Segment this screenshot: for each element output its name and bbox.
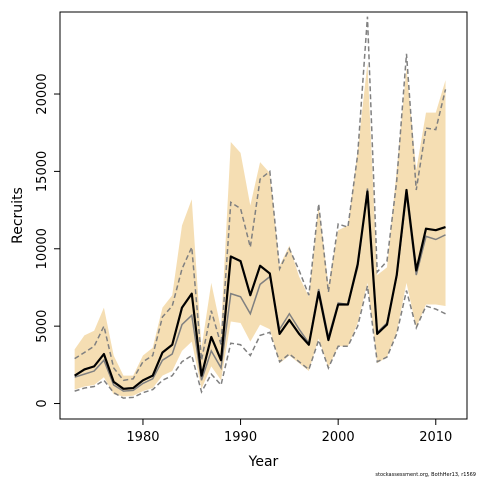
footnote: stockassessment.org, BothHer13, r1569 (375, 472, 476, 478)
x-axis-title: Year (248, 454, 279, 470)
plot-frame (59, 11, 468, 420)
y-tick-label: 5000 (35, 310, 50, 343)
y-tick-label: 0 (35, 399, 50, 407)
x-tick-label: 1980 (126, 430, 159, 445)
estimate-line (74, 188, 446, 390)
plot-layer (74, 16, 447, 399)
x-tick-label: 2010 (419, 430, 452, 445)
upper-dashed-line (74, 16, 447, 382)
confidence-band (74, 63, 446, 397)
y-tick-label: 20000 (35, 73, 50, 114)
lower-dashed-line (74, 285, 446, 399)
x-tick-label: 1990 (224, 430, 257, 445)
axes-layer: 1980 1990 2000 2010 0 5000 10000 15000 20000 (35, 73, 452, 445)
y-axis-title: Recruits (10, 187, 26, 244)
x-tick-label: 2000 (322, 430, 355, 445)
y-tick-label: 15000 (35, 151, 50, 192)
grey-estimate-line (74, 188, 446, 392)
y-tick-label: 10000 (35, 228, 50, 269)
